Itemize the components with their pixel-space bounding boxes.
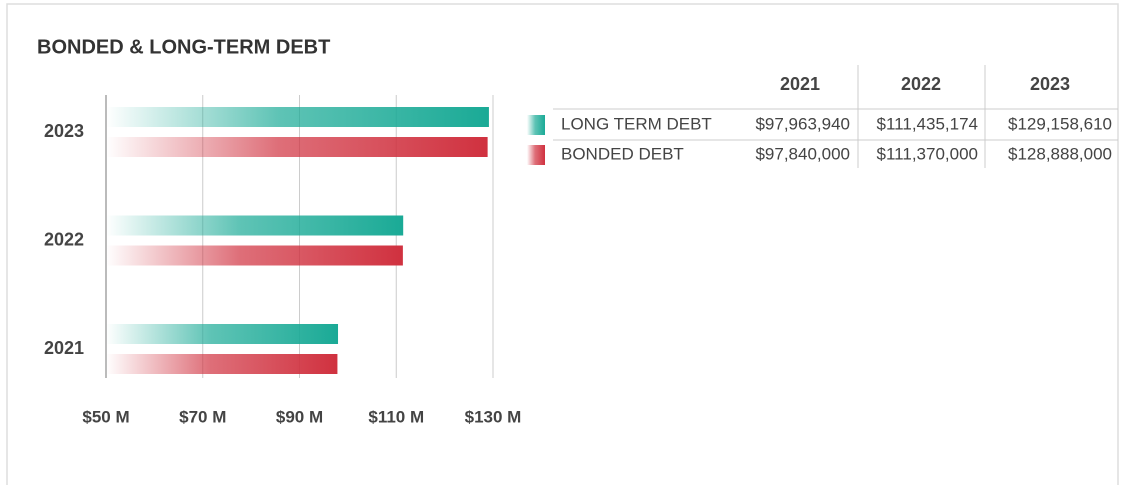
- legend-swatch: [527, 145, 545, 165]
- legend-label: BONDED DEBT: [561, 144, 684, 163]
- table-cell: $111,370,000: [877, 144, 978, 163]
- bar: [106, 215, 404, 236]
- legend-label: LONG TERM DEBT: [561, 114, 712, 133]
- table-cell: $111,435,174: [877, 114, 978, 133]
- x-tick-label: $70 M: [179, 407, 226, 426]
- bar: [106, 137, 488, 157]
- table-header: 2023: [1030, 74, 1070, 94]
- y-tick-label: 2023: [44, 121, 84, 141]
- x-tick-label: $110 M: [368, 407, 424, 426]
- table-cell: $97,963,940: [755, 114, 850, 133]
- frame: [6, 3, 1119, 485]
- bar: [106, 107, 489, 127]
- bar: [106, 354, 338, 374]
- bar: [106, 245, 403, 266]
- table-cell: $128,888,000: [1008, 144, 1112, 163]
- table-header: 2021: [780, 74, 820, 94]
- table-header: 2022: [901, 74, 941, 94]
- table-cell: $97,840,000: [755, 144, 850, 163]
- y-tick-label: 2022: [44, 229, 84, 249]
- legend-swatch: [527, 115, 545, 135]
- x-tick-label: $50 M: [82, 407, 129, 426]
- x-tick-label: $130 M: [465, 407, 522, 426]
- bar: [106, 324, 339, 344]
- y-tick-label: 2021: [44, 338, 84, 358]
- table-cell: $129,158,610: [1008, 114, 1112, 133]
- x-tick-label: $90 M: [276, 407, 323, 426]
- chart-title: BONDED & LONG-TERM DEBT: [37, 36, 330, 58]
